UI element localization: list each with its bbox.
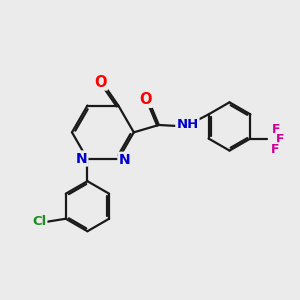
Text: NH: NH <box>176 118 199 131</box>
Text: Cl: Cl <box>32 214 46 228</box>
Text: F: F <box>272 123 280 136</box>
Text: F: F <box>276 134 284 146</box>
Text: N: N <box>76 152 87 166</box>
Text: O: O <box>139 92 152 107</box>
Text: F: F <box>271 143 279 156</box>
Text: N: N <box>118 153 130 167</box>
Text: O: O <box>94 74 107 89</box>
